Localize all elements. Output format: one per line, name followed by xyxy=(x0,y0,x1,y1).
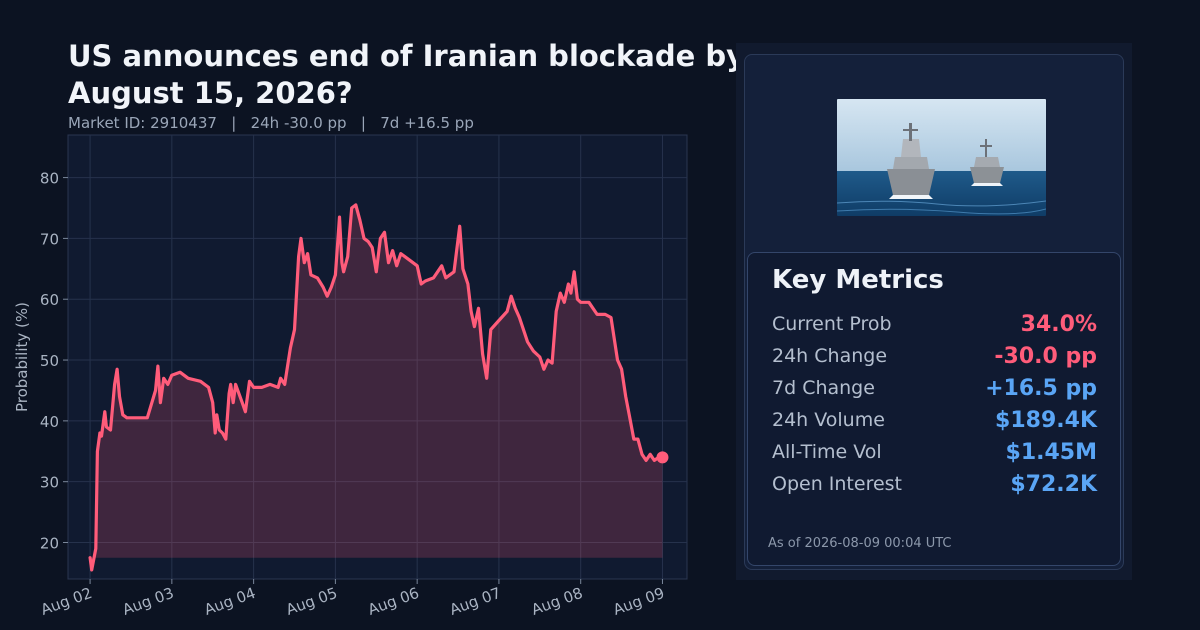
metric-label: Current Prob xyxy=(772,313,892,335)
x-tick-label: Aug 02 xyxy=(38,584,94,619)
y-tick-label: 40 xyxy=(40,413,59,431)
key-metrics-title: Key Metrics xyxy=(772,265,944,295)
chart-title: US announces end of Iranian blockade by … xyxy=(68,39,746,110)
metric-value: $72.2K xyxy=(1010,471,1097,497)
metric-row-all-time-vol: All-Time Vol $1.45M xyxy=(772,437,1097,467)
plot-area xyxy=(67,134,688,580)
ship-large xyxy=(887,123,935,199)
metric-value: -30.0 pp xyxy=(994,343,1097,369)
metric-label: 7d Change xyxy=(772,377,875,399)
x-tick-label: Aug 08 xyxy=(529,584,585,619)
last-value-marker xyxy=(656,451,669,464)
metric-row-24h-change: 24h Change -30.0 pp xyxy=(772,341,1097,371)
area-layer xyxy=(88,203,669,572)
y-tick-label: 70 xyxy=(40,230,59,248)
probability-line xyxy=(88,203,665,572)
metric-value: $189.4K xyxy=(995,407,1097,433)
x-tick-label: Aug 06 xyxy=(365,584,421,619)
x-tick-label: Aug 05 xyxy=(284,584,340,619)
metric-label: 24h Volume xyxy=(772,409,885,431)
key-metrics-box: Key Metrics Current Prob 34.0% 24h Chang… xyxy=(747,252,1121,566)
metric-label: All-Time Vol xyxy=(772,441,882,463)
y-axis-label: Probability (%) xyxy=(13,302,31,412)
destroyers-image xyxy=(837,99,1046,216)
chart-grid xyxy=(68,135,687,579)
y-tick-label: 60 xyxy=(40,291,59,309)
ship-small xyxy=(970,139,1004,186)
x-tick-label: Aug 07 xyxy=(447,584,503,619)
chart-subtitle: Market ID: 2910437 | 24h -30.0 pp | 7d +… xyxy=(68,114,474,132)
y-tick-label: 30 xyxy=(40,474,59,492)
y-tick-label: 20 xyxy=(40,535,59,553)
metric-label: 24h Change xyxy=(772,345,888,367)
metric-value: $1.45M xyxy=(1005,439,1097,465)
metric-label: Open Interest xyxy=(772,473,903,495)
metric-row-open-interest: Open Interest $72.2K xyxy=(772,469,1097,499)
info-panel: Key Metrics Current Prob 34.0% 24h Chang… xyxy=(736,43,1132,580)
probability-chart: 20 30 40 50 60 70 80 Aug 02 Aug 03 Aug 04 Aug 05 Au… xyxy=(13,134,688,619)
metric-row-7d-change: 7d Change +16.5 pp xyxy=(772,373,1097,403)
y-tick-label: 50 xyxy=(40,352,59,370)
info-card: Key Metrics Current Prob 34.0% 24h Chang… xyxy=(744,54,1124,570)
news-image xyxy=(837,99,1046,216)
metric-row-current-prob: Current Prob 34.0% xyxy=(772,309,1097,339)
x-tick-label: Aug 04 xyxy=(202,584,258,619)
y-tick-label: 80 xyxy=(40,170,59,188)
as-of-timestamp: As of 2026-08-09 00:04 UTC xyxy=(768,536,952,551)
metric-row-24h-volume: 24h Volume $189.4K xyxy=(772,405,1097,435)
metric-value: 34.0% xyxy=(1020,311,1097,337)
x-tick-label: Aug 09 xyxy=(611,584,667,619)
metric-value: +16.5 pp xyxy=(985,375,1097,401)
x-tick-label: Aug 03 xyxy=(120,584,176,619)
area-fill xyxy=(90,204,663,570)
